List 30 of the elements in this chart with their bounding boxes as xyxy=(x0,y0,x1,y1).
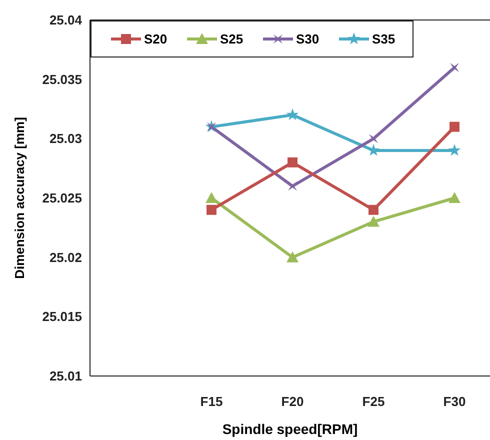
point xyxy=(206,192,218,203)
x-tick-label: F20 xyxy=(281,394,304,409)
y-tick-label: 25.04 xyxy=(49,12,83,28)
point xyxy=(368,216,380,227)
point xyxy=(368,204,378,215)
point xyxy=(206,204,216,215)
point xyxy=(286,251,298,262)
x-tick-label: F25 xyxy=(362,394,385,409)
x-tick-label: F30 xyxy=(443,394,466,409)
point xyxy=(286,108,299,120)
legend-label: S35 xyxy=(372,32,396,47)
x-tick-label: F15 xyxy=(200,394,223,409)
y-tick-label: 25.03 xyxy=(49,131,82,146)
point xyxy=(448,144,461,156)
y-tick-label: 25.02 xyxy=(49,250,82,265)
point xyxy=(450,62,460,72)
point xyxy=(450,122,460,132)
legend-label: S25 xyxy=(220,32,244,47)
point xyxy=(368,134,378,144)
y-axis-title: Dimension accuracy [mm] xyxy=(12,117,27,279)
point xyxy=(448,192,460,203)
y-tick-label: 25.035 xyxy=(42,72,82,87)
point xyxy=(288,157,298,168)
legend-label: S30 xyxy=(296,32,320,47)
point xyxy=(288,182,298,191)
legend-label: S20 xyxy=(144,32,168,47)
y-tick-label: 25.01 xyxy=(49,368,82,384)
y-tick-label: 25.015 xyxy=(42,309,82,324)
y-tick-label: 25.025 xyxy=(42,190,82,206)
x-axis-title: Spindle speed[RPM] xyxy=(222,421,358,437)
